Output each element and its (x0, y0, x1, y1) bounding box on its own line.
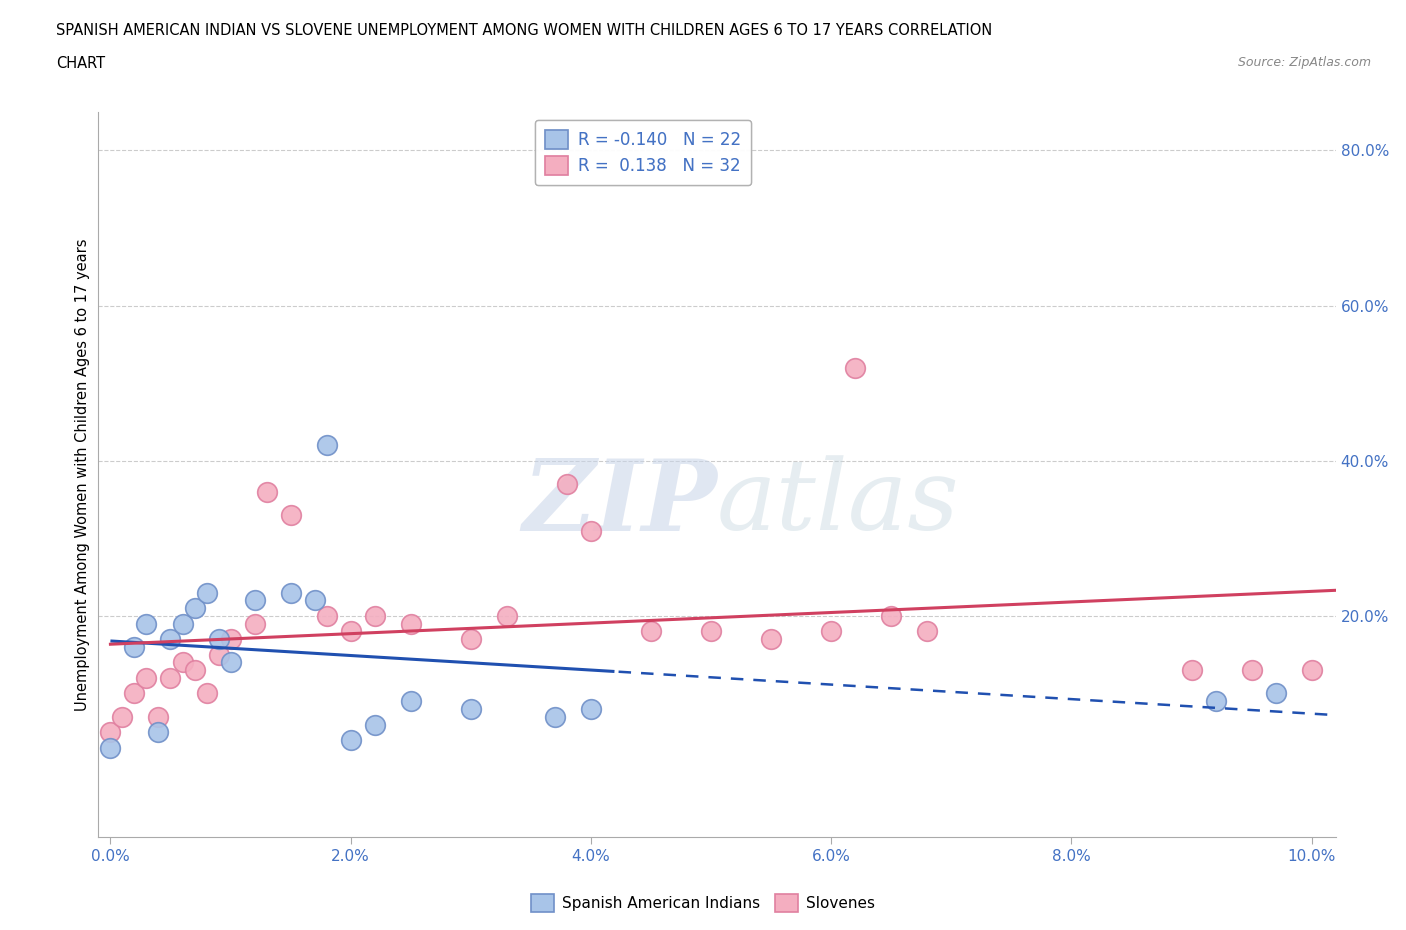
Point (339, 733, 361, 748)
Point (280, 508, 302, 523)
Point (148, 710, 170, 724)
Point (315, 438, 337, 453)
Text: ZIP: ZIP (522, 455, 717, 551)
Point (579, 523, 602, 538)
Point (183, 601, 205, 616)
Legend: R = -0.140   N = 22, R =  0.138   N = 32: R = -0.140 N = 22, R = 0.138 N = 32 (534, 120, 751, 185)
Point (339, 624, 361, 639)
Point (544, 710, 567, 724)
Point (207, 647, 229, 662)
Point (148, 724, 170, 739)
Point (1240, 663, 1263, 678)
Point (243, 617, 266, 631)
Point (195, 686, 218, 701)
Point (495, 608, 517, 623)
Point (555, 476, 578, 491)
Point (100, 724, 122, 739)
Point (195, 585, 218, 600)
Point (219, 655, 242, 670)
Point (135, 617, 157, 631)
Point (280, 585, 302, 600)
Point (460, 701, 482, 716)
Point (304, 593, 326, 608)
Point (159, 631, 181, 646)
Point (844, 360, 866, 375)
Point (880, 608, 903, 623)
Point (172, 655, 194, 670)
Y-axis label: Unemployment Among Women with Children Ages 6 to 17 years: Unemployment Among Women with Children A… (75, 238, 90, 711)
Point (399, 694, 422, 709)
Point (917, 624, 939, 639)
Point (135, 671, 157, 685)
Point (207, 631, 229, 646)
Point (1264, 686, 1286, 701)
Point (183, 663, 205, 678)
Text: CHART: CHART (56, 56, 105, 71)
Point (256, 485, 278, 499)
Point (219, 631, 242, 646)
Point (100, 740, 122, 755)
Point (1301, 663, 1323, 678)
Point (124, 640, 146, 655)
Point (820, 624, 842, 639)
Point (159, 671, 181, 685)
Point (640, 624, 662, 639)
Point (315, 608, 337, 623)
Point (364, 717, 387, 732)
Point (399, 617, 422, 631)
Text: atlas: atlas (717, 456, 960, 551)
Point (364, 608, 387, 623)
Point (759, 631, 782, 646)
Point (460, 631, 482, 646)
Legend: Spanish American Indians, Slovenes: Spanish American Indians, Slovenes (524, 888, 882, 918)
Point (172, 617, 194, 631)
Text: SPANISH AMERICAN INDIAN VS SLOVENE UNEMPLOYMENT AMONG WOMEN WITH CHILDREN AGES 6: SPANISH AMERICAN INDIAN VS SLOVENE UNEMP… (56, 23, 993, 38)
Point (1205, 694, 1227, 709)
Text: Source: ZipAtlas.com: Source: ZipAtlas.com (1237, 56, 1371, 69)
Point (1180, 663, 1202, 678)
Point (700, 624, 723, 639)
Point (243, 593, 266, 608)
Point (111, 710, 134, 724)
Point (579, 701, 602, 716)
Point (124, 686, 146, 701)
